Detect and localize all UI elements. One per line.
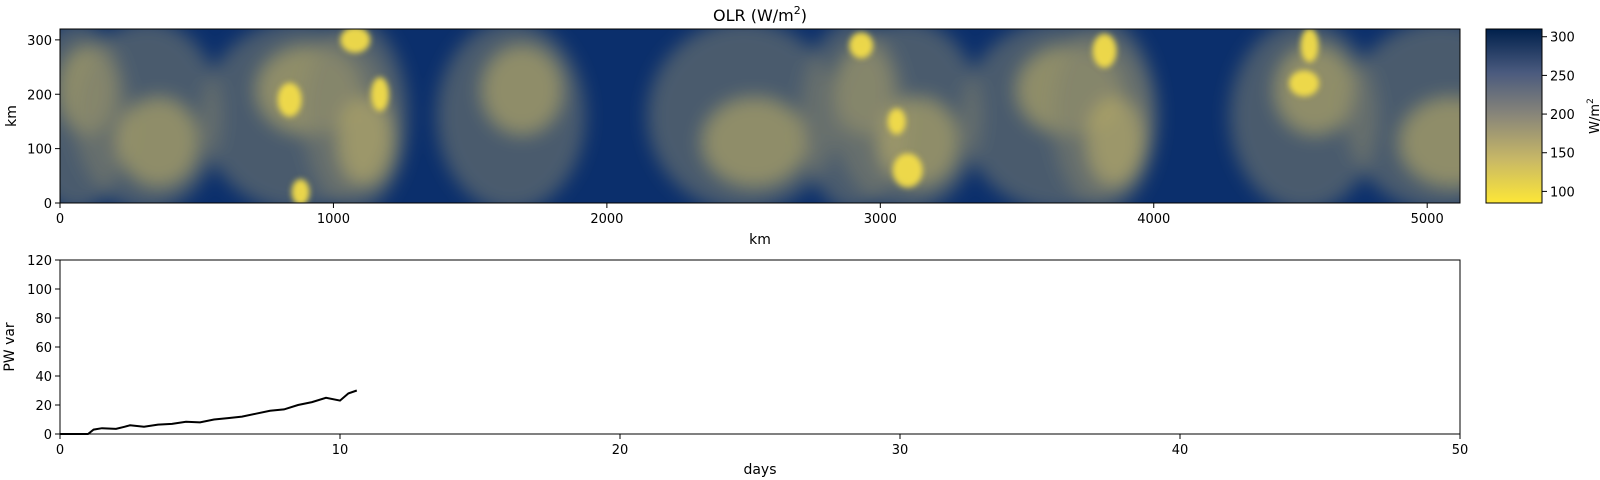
line-y-tick-label: 80	[35, 312, 52, 327]
colorbar-tick-label: 100	[1550, 185, 1575, 200]
convective-cell	[277, 82, 302, 117]
line-y-tick-label: 60	[35, 341, 52, 356]
convective-cell	[892, 153, 923, 188]
heatmap-y-tick-label: 200	[27, 88, 52, 103]
heatmap-frame	[59, 28, 1461, 204]
heatmap-y-tick-label: 100	[27, 143, 52, 158]
colorbar-tick-label: 150	[1550, 147, 1575, 162]
line-y-tick-label: 0	[44, 428, 52, 443]
line-x-tick-label: 50	[1452, 443, 1469, 458]
line-y-axis: 0 20 40 60 80 100 120	[27, 254, 60, 443]
cloud-cluster-core	[117, 97, 200, 188]
colorbar-tick-label: 300	[1550, 31, 1575, 46]
heatmap-x-label: km	[749, 232, 771, 248]
heatmap-x-tick-label: 2000	[590, 212, 623, 227]
heatmap-plot-area	[60, 29, 1460, 203]
line-y-tick-label: 120	[27, 254, 52, 269]
line-x-tick-label: 30	[892, 443, 909, 458]
heatmap-y-axis: 0 100 200 300	[27, 34, 60, 212]
convective-cell	[370, 77, 389, 112]
heatmap-x-tick-label: 3000	[864, 212, 897, 227]
colorbar-tick-label: 250	[1550, 69, 1575, 84]
convective-cell	[291, 179, 310, 203]
line-y-tick-label: 100	[27, 283, 52, 298]
convective-cell	[1289, 70, 1320, 97]
heatmap-title: OLR (W/m2)	[713, 4, 807, 25]
colorbar-tick-label: 200	[1550, 108, 1575, 123]
heatmap-y-tick-label: 300	[27, 34, 52, 49]
convective-cell	[849, 32, 874, 59]
convective-cell	[1300, 29, 1319, 63]
line-y-tick-label: 40	[35, 370, 52, 385]
heatmap-x-axis: 0 1000 2000 3000 4000 5000	[56, 203, 1444, 227]
heatmap-x-tick-label: 0	[56, 212, 64, 227]
line-plot-frame	[59, 259, 1461, 435]
colorbar-axis: 100 150 200 250 300	[1542, 31, 1575, 200]
heatmap-convective-cells	[277, 29, 1320, 203]
line-x-tick-label: 10	[332, 443, 349, 458]
cloud-cluster-core	[701, 97, 808, 188]
cloud-cluster-core	[337, 97, 396, 188]
line-x-tick-label: 0	[56, 443, 64, 458]
heatmap-x-tick-label: 5000	[1411, 212, 1444, 227]
colorbar-label: W/m2	[1586, 98, 1600, 134]
line-y-label: PW var	[2, 322, 18, 372]
convective-cell	[340, 29, 371, 53]
cloud-cluster-core	[1086, 97, 1145, 188]
colorbar	[1485, 28, 1543, 204]
heatmap-x-tick-label: 4000	[1137, 212, 1170, 227]
cloud-cluster-core	[1398, 97, 1460, 188]
cloud-cluster-core	[481, 44, 564, 135]
convective-cell	[1092, 33, 1117, 68]
line-x-label: days	[743, 462, 776, 478]
heatmap-x-tick-label: 1000	[317, 212, 350, 227]
line-x-tick-label: 20	[612, 443, 629, 458]
heatmap-y-tick-label: 0	[44, 197, 52, 212]
pw-var-line	[60, 389, 358, 435]
line-x-tick-label: 40	[1172, 443, 1189, 458]
line-y-tick-label: 20	[35, 399, 52, 414]
convective-cell	[887, 108, 906, 135]
line-x-axis: 0 10 20 30 40 50	[56, 434, 1468, 458]
heatmap-y-label: km	[4, 105, 20, 127]
